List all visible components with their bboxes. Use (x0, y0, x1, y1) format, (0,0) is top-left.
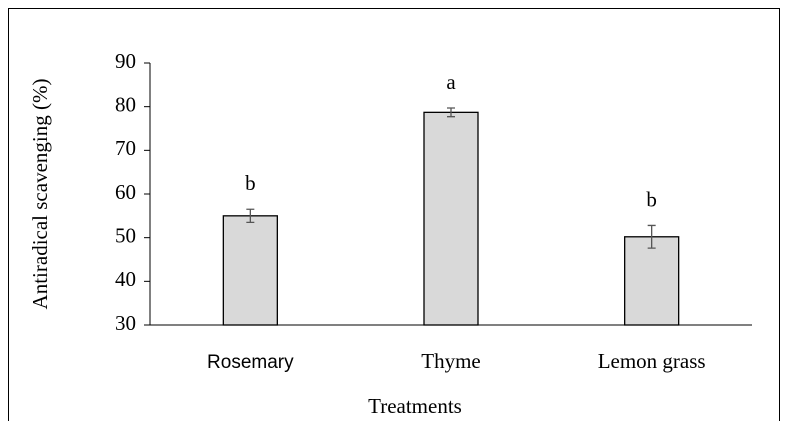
y-tick-label: 90 (115, 49, 136, 73)
y-tick-label: 70 (115, 136, 136, 160)
x-tick-label: Thyme (421, 349, 480, 373)
x-axis-label: Treatments (368, 394, 462, 418)
y-tick-label: 40 (115, 267, 136, 291)
bar (222, 215, 278, 326)
y-tick-label: 30 (115, 311, 136, 335)
error-bar (246, 208, 255, 224)
error-bar (647, 224, 656, 249)
y-axis-label: Antiradical scavenging (%) (28, 79, 52, 310)
y-tick-label: 80 (115, 92, 136, 116)
annotation: b (245, 171, 256, 195)
bar (624, 236, 680, 326)
x-tick-label: Rosemary (207, 352, 294, 373)
x-tick-label: Lemon grass (598, 349, 706, 373)
y-tick-label: 60 (115, 180, 136, 204)
annotation: a (446, 70, 456, 94)
y-tick-label: 50 (115, 223, 136, 247)
annotation: b (646, 187, 657, 211)
bar (423, 111, 479, 326)
error-bar (447, 107, 455, 118)
